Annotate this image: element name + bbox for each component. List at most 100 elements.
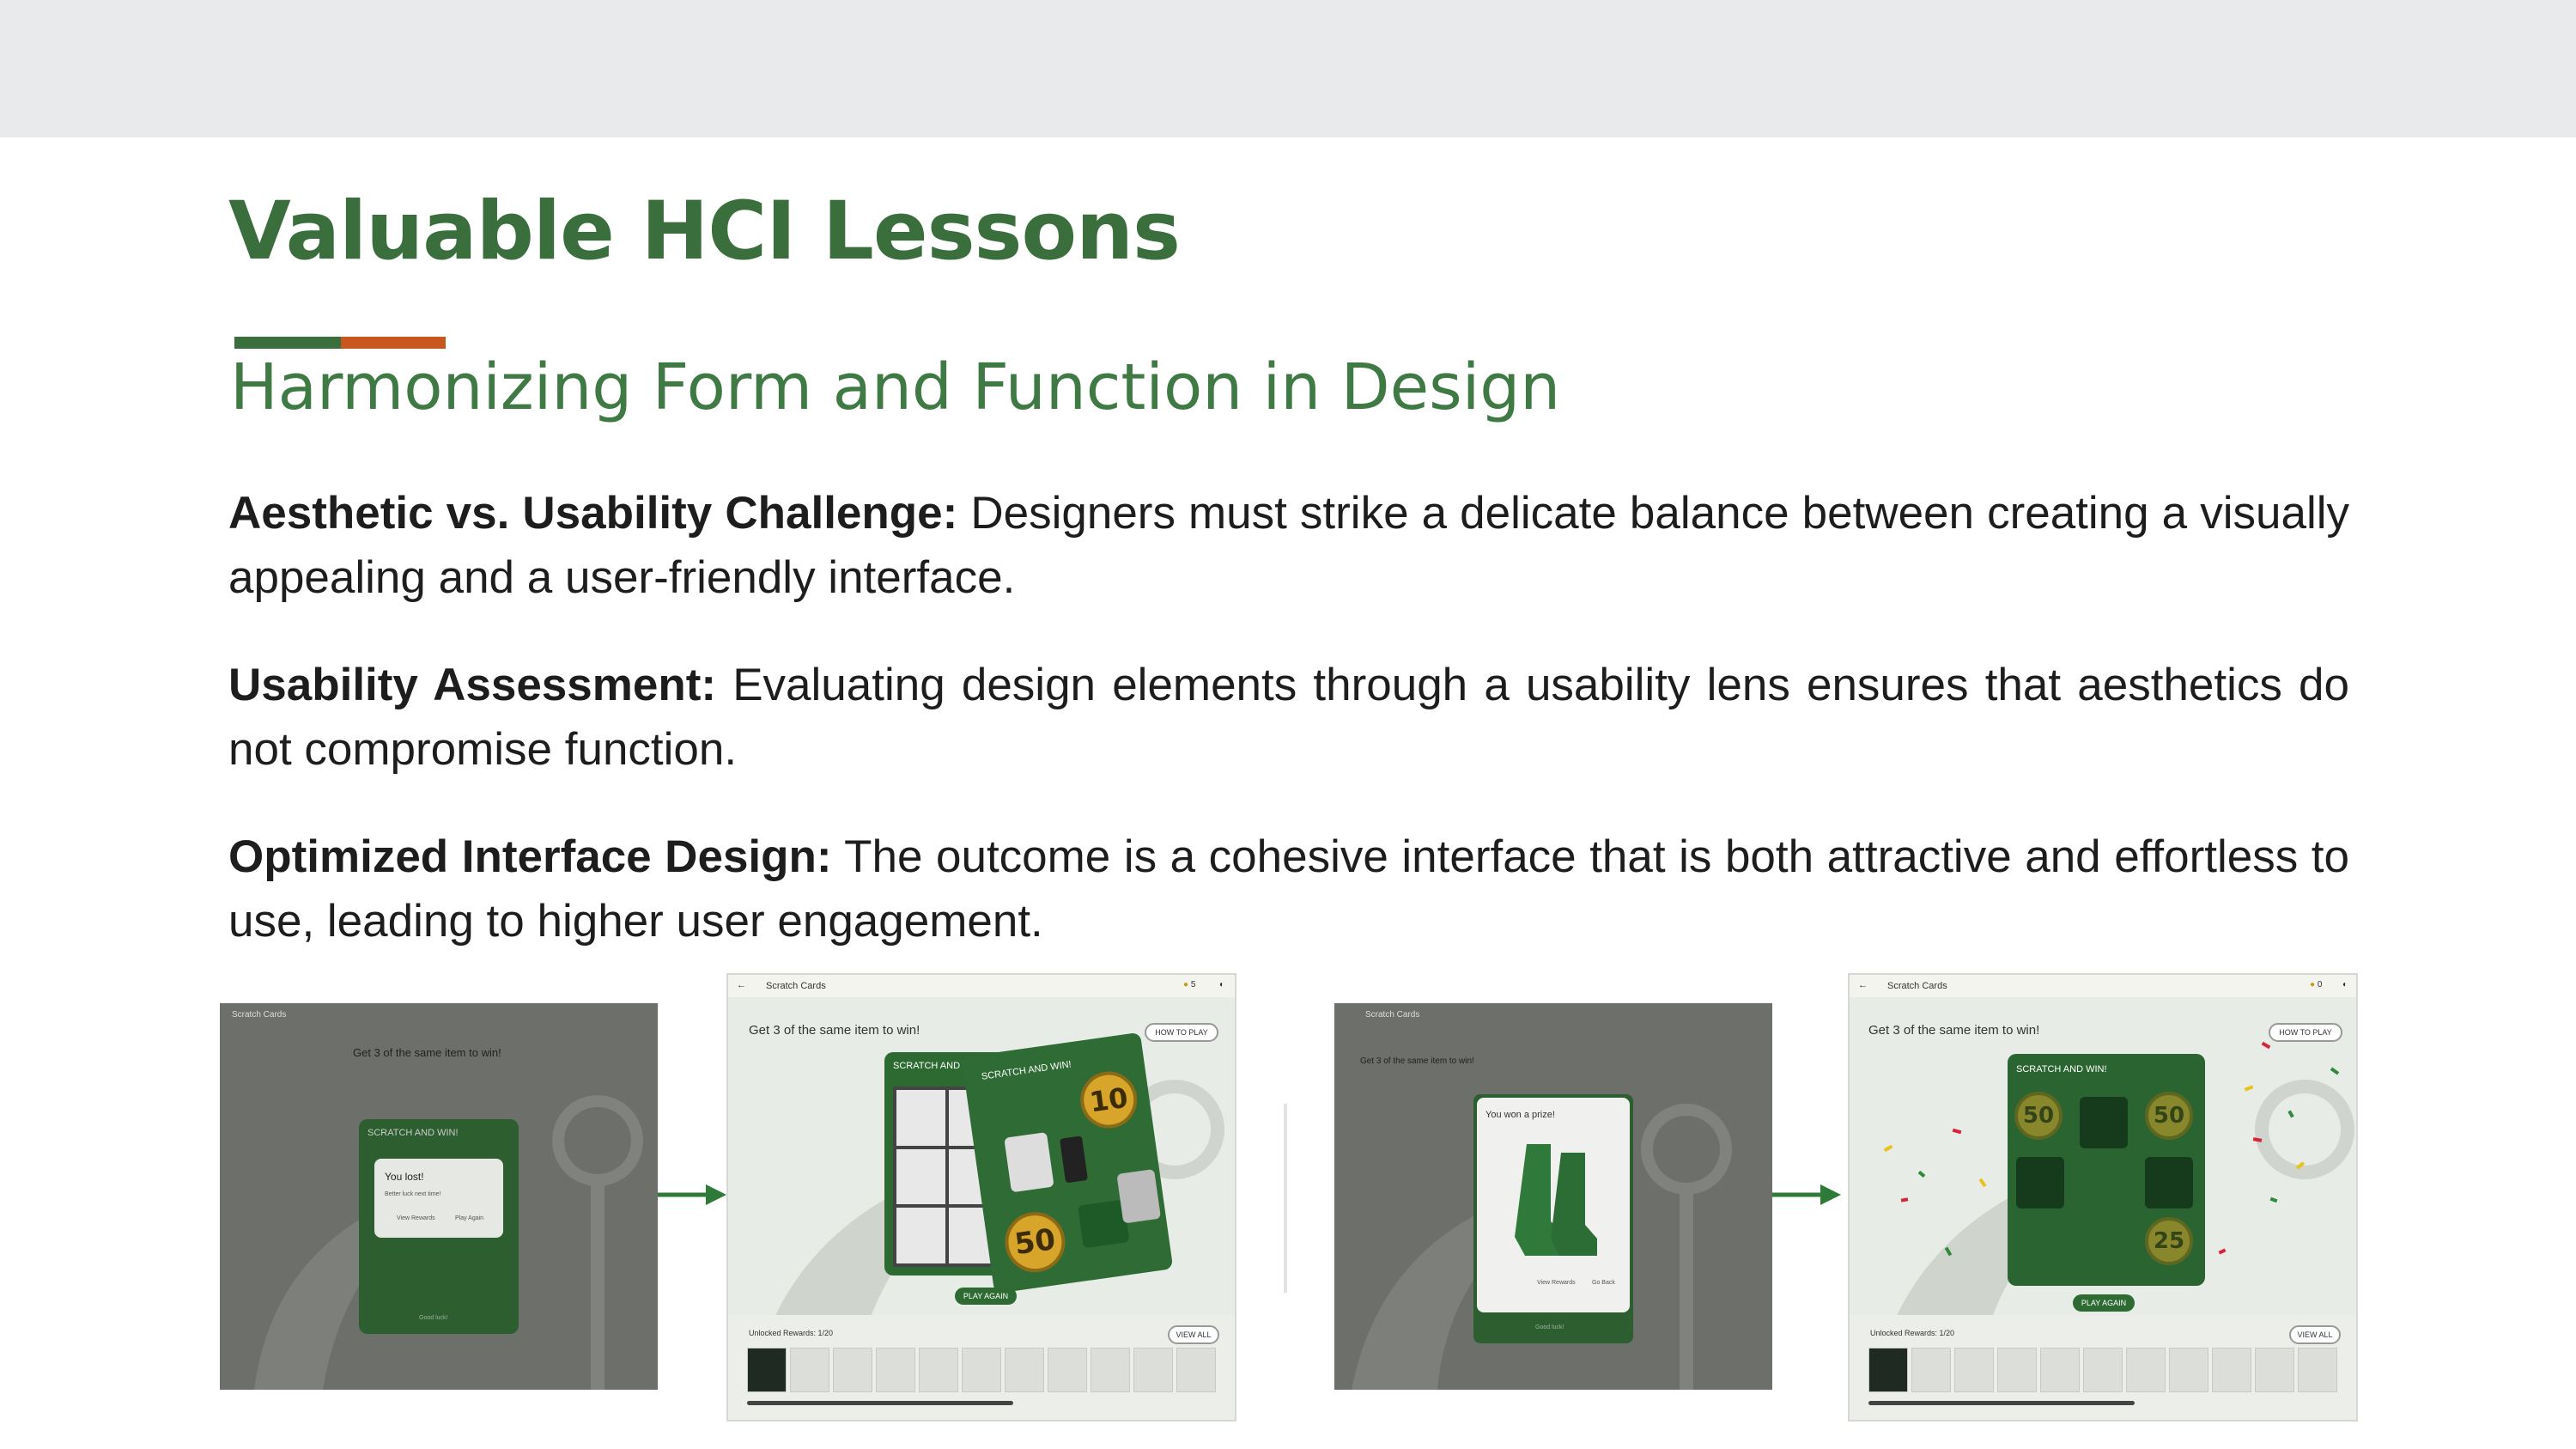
view-all-button[interactable]: VIEW ALL — [2289, 1325, 2341, 1344]
point-body: Evaluating design elements through a usa… — [228, 660, 2349, 775]
background-illustration — [1352, 1104, 1732, 1390]
reward-thumb[interactable] — [2083, 1348, 2123, 1392]
scratch-cell[interactable] — [896, 1090, 945, 1146]
screenshot-win: ← Scratch Cards ● 0 ◐ Get 3 of the same … — [1848, 973, 2358, 1422]
how-to-play-button[interactable]: HOW TO PLAY — [2269, 1023, 2342, 1042]
reward-thumb[interactable] — [2255, 1348, 2294, 1392]
rewards-scrollbar[interactable] — [747, 1401, 1013, 1405]
reward-thumb[interactable] — [2212, 1348, 2251, 1392]
arrow-right-icon — [1772, 1184, 1841, 1205]
scratch-cell[interactable] — [896, 1208, 945, 1263]
app-title: Scratch Cards — [766, 981, 826, 991]
point-heading: Usability Assessment: — [228, 660, 717, 710]
hoodie-item — [1116, 1169, 1162, 1224]
reward-thumb[interactable] — [1133, 1348, 1173, 1392]
point-heading: Aesthetic vs. Usability Challenge: — [228, 488, 958, 539]
point-heading: Optimized Interface Design: — [228, 831, 832, 882]
instruction-text: Get 3 of the same item to win! — [749, 1023, 920, 1038]
lost-title: You lost! — [385, 1171, 424, 1183]
screenshot-lost: Scratch Cards Get 3 of the same item to … — [220, 1003, 658, 1390]
point-usability: Usability Assessment: Evaluating design … — [228, 653, 2349, 782]
screenshot-won: Scratch Cards Get 3 of the same item to … — [1334, 1003, 1772, 1390]
reward-thumb[interactable] — [1997, 1348, 2037, 1392]
view-all-button[interactable]: VIEW ALL — [1168, 1325, 1219, 1344]
unlocked-rewards: Unlocked Rewards: 1/20 — [1870, 1329, 1955, 1337]
reward-thumb[interactable] — [790, 1348, 829, 1392]
rewards-scrollbar[interactable] — [1868, 1401, 2135, 1405]
accent-bar-orange — [341, 337, 446, 349]
app-title: Scratch Cards — [232, 1010, 287, 1020]
coin-value: 5 — [1190, 980, 1196, 989]
background-illustration — [254, 1095, 643, 1390]
top-bar — [0, 0, 2576, 137]
coin-icon: ● — [2310, 980, 2316, 989]
reward-thumb[interactable] — [833, 1348, 872, 1392]
confetti-decoration — [1883, 1041, 2340, 1257]
reward-thumb[interactable] — [747, 1348, 787, 1392]
point-aesthetic: Aesthetic vs. Usability Challenge: Desig… — [228, 481, 2349, 610]
coin-25: 25 — [2145, 1217, 2193, 1265]
lost-dialog: You lost! Better luck next time! View Re… — [374, 1159, 503, 1238]
reward-thumb[interactable] — [2040, 1348, 2080, 1392]
reward-thumbnails — [1868, 1348, 2337, 1392]
reward-thumb[interactable] — [2126, 1348, 2166, 1392]
back-arrow-icon[interactable]: ← — [1858, 980, 1868, 990]
reward-thumb[interactable] — [2298, 1348, 2337, 1392]
scratch-card: SCRATCH AND WIN! You lost! Better luck n… — [359, 1119, 519, 1334]
coin-icon: ● — [1183, 980, 1189, 989]
rewards-panel: Unlocked Rewards: 1/20 VIEW ALL — [1850, 1315, 2356, 1420]
reward-thumb[interactable] — [1911, 1348, 1951, 1392]
reward-thumb[interactable] — [1091, 1348, 1130, 1392]
reward-thumb[interactable] — [1176, 1348, 1216, 1392]
reward-thumb[interactable] — [1048, 1348, 1087, 1392]
instruction-text: Get 3 of the same item to win! — [1360, 1056, 1474, 1066]
dark-mode-icon[interactable]: ◐ — [2342, 980, 2348, 989]
arrow-right-icon — [658, 1184, 726, 1205]
reward-thumb[interactable] — [962, 1348, 1001, 1392]
reward-thumb[interactable] — [2169, 1348, 2208, 1392]
socks-prize-image — [1515, 1144, 1597, 1256]
slide-title: Valuable HCI Lessons — [228, 185, 1181, 278]
coin-value: 0 — [2317, 980, 2323, 989]
play-again-button[interactable]: PLAY AGAIN — [2073, 1294, 2135, 1312]
accent-bar — [234, 337, 446, 349]
app-bar: ← Scratch Cards ● 0 ◐ — [1850, 975, 2356, 997]
app-bar: ← Scratch Cards ● 5 ◐ — [728, 975, 1235, 997]
instruction-text: Get 3 of the same item to win! — [353, 1046, 501, 1059]
coin-count: ● 5 — [1183, 980, 1195, 989]
reward-thumb[interactable] — [876, 1348, 915, 1392]
app-title: Scratch Cards — [1365, 1010, 1420, 1020]
point-body: The outcome is a cohesive interface that… — [228, 831, 2350, 947]
scratch-cell[interactable] — [896, 1148, 945, 1205]
won-dialog: You won a prize! View Rewards Go Back — [1477, 1098, 1630, 1312]
point-body: Designers must strike a delicate balance… — [228, 488, 2349, 603]
reward-thumb[interactable] — [1954, 1348, 1994, 1392]
go-back-link[interactable]: Go Back — [1592, 1280, 1615, 1286]
lost-body: Better luck next time! — [385, 1191, 441, 1197]
won-title: You won a prize! — [1485, 1110, 1555, 1120]
scratch-card: SCRATCH AND WIN! 50 50 25 — [2008, 1054, 2205, 1286]
good-luck-text: Good luck! — [419, 1315, 448, 1321]
winning-jacket-item — [2080, 1097, 2128, 1148]
card-title: SCRATCH AND WIN! — [893, 1061, 984, 1071]
unlocked-rewards: Unlocked Rewards: 1/20 — [749, 1329, 834, 1337]
accent-bar-green — [234, 337, 341, 349]
back-arrow-icon[interactable]: ← — [737, 980, 746, 990]
play-again-button[interactable]: PLAY AGAIN — [955, 1288, 1017, 1305]
card-title: SCRATCH AND WIN! — [981, 1059, 1072, 1082]
how-to-play-button[interactable]: HOW TO PLAY — [1145, 1023, 1218, 1042]
reward-thumb[interactable] — [1868, 1348, 1908, 1392]
divider — [1284, 1104, 1287, 1293]
dark-mode-icon[interactable]: ◐ — [1219, 980, 1225, 989]
reward-thumb[interactable] — [919, 1348, 958, 1392]
app-title: Scratch Cards — [1887, 981, 1947, 991]
card-title: SCRATCH AND WIN! — [368, 1128, 459, 1138]
winning-jacket-item — [2145, 1157, 2193, 1209]
view-rewards-link[interactable]: View Rewards — [397, 1215, 435, 1221]
reward-thumb[interactable] — [1005, 1348, 1044, 1392]
view-rewards-link[interactable]: View Rewards — [1537, 1280, 1576, 1286]
slide-subtitle: Harmonizing Form and Function in Design — [230, 350, 1561, 424]
play-again-link[interactable]: Play Again — [455, 1215, 484, 1221]
rewards-panel: Unlocked Rewards: 1/20 VIEW ALL — [728, 1315, 1235, 1420]
card-title: SCRATCH AND WIN! — [2016, 1064, 2107, 1075]
